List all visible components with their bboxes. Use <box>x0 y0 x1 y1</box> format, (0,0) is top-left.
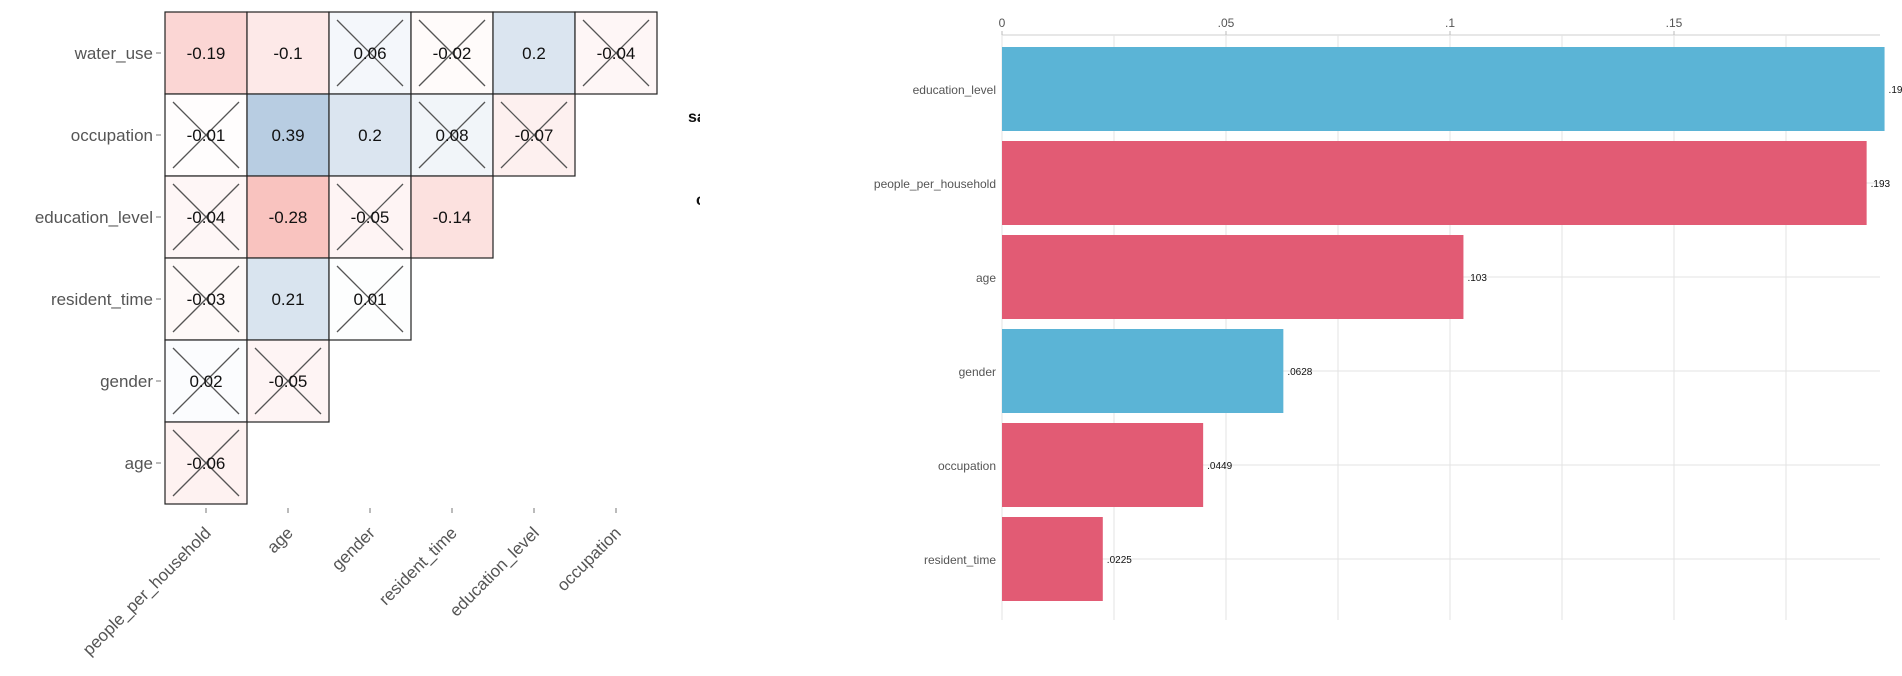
cell-value-label: 0.08 <box>435 126 468 145</box>
y-tick-label: gender <box>100 372 153 391</box>
cross-mark <box>336 183 404 251</box>
cross-mark <box>582 19 650 87</box>
y-tick-label: resident_time <box>51 290 153 309</box>
cell-value-label: -0.14 <box>433 208 472 227</box>
cell-value-label: -0.05 <box>351 208 390 227</box>
heatmap-cell <box>246 93 330 177</box>
y-tick-label: age <box>125 454 153 473</box>
legend-sample-sizes-title: sample sizes: <box>688 109 700 126</box>
y-tick-label: education_level <box>913 83 996 97</box>
cell-value-label: -0.01 <box>187 126 226 145</box>
bar-value-label: .0449 <box>1207 461 1232 472</box>
cross-mark <box>172 183 240 251</box>
cross-mark <box>254 347 322 415</box>
x-tick-label: .1 <box>1445 16 1455 30</box>
heatmap-cell <box>246 11 330 95</box>
heatmap-cell <box>410 175 494 259</box>
bar <box>1002 517 1103 601</box>
cell-value-label: 0.2 <box>358 126 382 145</box>
cell-value-label: -0.03 <box>187 290 226 309</box>
cross-mark <box>500 101 568 169</box>
bar-value-label: .103 <box>1467 273 1487 284</box>
cell-value-label: -0.07 <box>515 126 554 145</box>
cross-mark <box>172 101 240 169</box>
heatmap-cell <box>246 175 330 259</box>
bar <box>1002 423 1204 507</box>
y-tick-label: occupation <box>71 126 153 145</box>
cell-value-label: -0.04 <box>187 208 226 227</box>
y-tick-label: age <box>976 271 996 285</box>
cell-value-label: 0.01 <box>353 290 386 309</box>
heatmap-cell <box>246 257 330 341</box>
bar <box>1002 235 1464 319</box>
y-tick-label: gender <box>959 365 996 379</box>
cross-mark <box>418 19 486 87</box>
x-tick-label: .15 <box>1666 16 1683 30</box>
bar-value-label: .193 <box>1871 179 1891 190</box>
cross-mark <box>172 429 240 497</box>
cross-mark <box>172 265 240 333</box>
y-tick-label: resident_time <box>924 553 996 567</box>
cell-value-label: -0.04 <box>597 44 636 63</box>
cell-value-label: -0.19 <box>187 44 226 63</box>
cell-value-label: 0.39 <box>271 126 304 145</box>
cross-mark <box>418 101 486 169</box>
legend-correlation-title: correlation: <box>696 192 700 209</box>
bar <box>1002 47 1885 131</box>
y-tick-label: people_per_household <box>874 177 996 191</box>
y-tick-label: water_use <box>74 44 153 63</box>
y-tick-label: education_level <box>35 208 153 227</box>
heatmap-cell <box>492 11 576 95</box>
cell-value-label: 0.21 <box>271 290 304 309</box>
x-tick-label: 0 <box>999 16 1006 30</box>
cell-value-label: -0.1 <box>273 44 302 63</box>
cell-value-label: -0.06 <box>187 454 226 473</box>
correlation-heatmap: water_use -0.19 -0.1 0.06 -0.02 0.2 -0.04 occup… <box>35 11 700 659</box>
y-tick-label: occupation <box>938 459 996 473</box>
bar-value-label: .0225 <box>1107 555 1132 566</box>
cell-value-label: -0.05 <box>269 372 308 391</box>
cross-mark <box>336 19 404 87</box>
bar <box>1002 329 1284 413</box>
cell-value-label: 0.2 <box>522 44 546 63</box>
cell-value-label: -0.28 <box>269 208 308 227</box>
x-tick-label: .05 <box>1218 16 1235 30</box>
cell-value-label: -0.02 <box>433 44 472 63</box>
bar <box>1002 141 1867 225</box>
cross-mark <box>172 347 240 415</box>
bar-value-label: .197 <box>1889 85 1902 96</box>
cell-value-label: 0.06 <box>353 44 386 63</box>
cell-value-label: 0.02 <box>189 372 222 391</box>
bar-value-label: .0628 <box>1287 367 1312 378</box>
heatmap-cell <box>164 11 248 95</box>
cross-mark <box>336 265 404 333</box>
